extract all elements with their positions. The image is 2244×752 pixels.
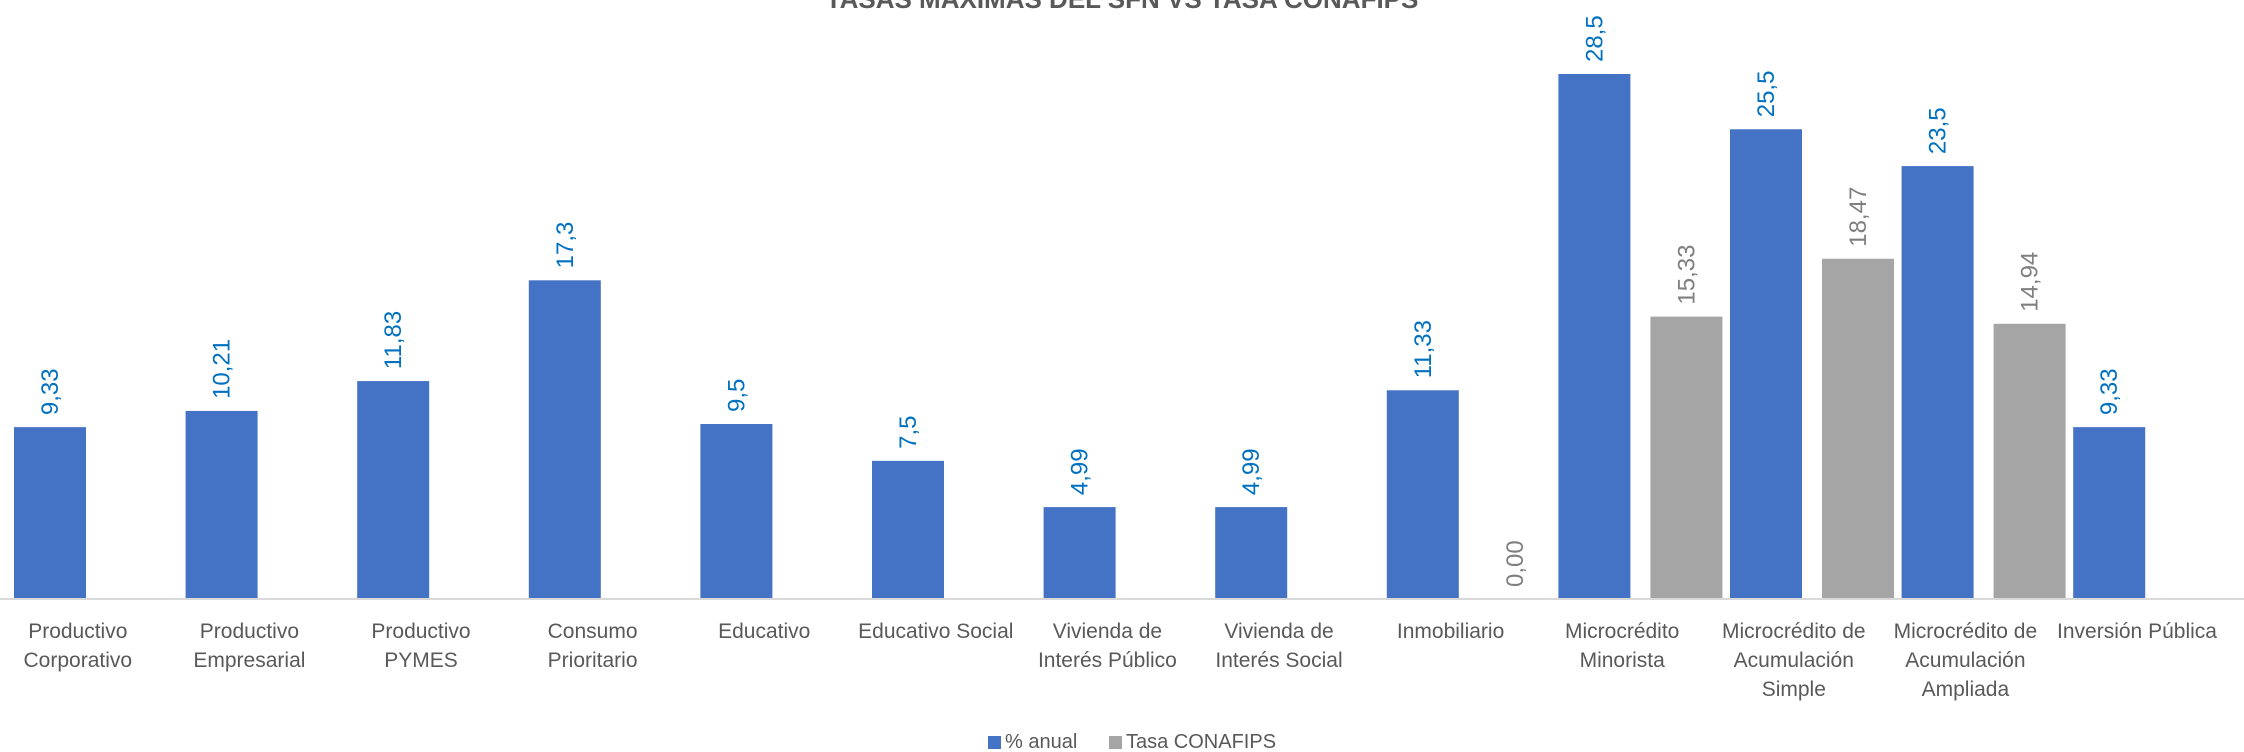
bar-anual-7 (1215, 507, 1288, 599)
bar-anual-4 (700, 424, 773, 599)
data-label-conafips-9: 15,33 (1673, 245, 1700, 305)
data-label-conafips-11: 14,94 (2017, 252, 2044, 312)
category-label-2: Productivo PYMES (371, 620, 470, 672)
bar-anual-8 (1386, 390, 1459, 599)
value-labels-group: 9,33 10,21 11,83 17,3 9,5 7,5 4,99 4,99 11,33 28,… (37, 15, 2123, 587)
category-label-3: Consumo Prioritario (548, 620, 638, 672)
bar-anual-9 (1558, 74, 1631, 599)
category-label-6: Vivienda de Interés Público (1038, 620, 1177, 672)
bar-conafips-9 (1650, 316, 1723, 599)
category-label-12: Inversión Pública (2057, 620, 2217, 643)
bar-anual-12 (2073, 427, 2146, 599)
bar-anual-10 (1730, 129, 1802, 599)
category-label-5: Educativo Social (858, 620, 1013, 643)
data-label-anual-11: 23,5 (1925, 107, 1952, 154)
data-label-anual-0: 9,33 (37, 368, 64, 415)
legend-swatch-conafips (1109, 736, 1122, 749)
bar-anual-2 (357, 381, 430, 599)
bar-conafips-11 (1993, 323, 2066, 599)
category-label-4: Educativo (718, 620, 810, 643)
legend-swatch-anual (988, 736, 1001, 749)
legend: % anual Tasa CONAFIPS (988, 731, 1276, 752)
data-label-conafips-8: 0,00 (1502, 540, 1529, 587)
bar-anual-11 (1901, 166, 1974, 599)
category-label-7: Vivienda de Interés Social (1215, 620, 1342, 672)
legend-label-anual: % anual (1005, 731, 1077, 752)
data-label-anual-7: 4,99 (1238, 448, 1265, 495)
data-label-conafips-10: 18,47 (1845, 187, 1872, 247)
data-label-anual-12: 9,33 (2096, 368, 2123, 415)
data-label-anual-1: 10,21 (209, 339, 236, 399)
category-label-11: Microcrédito de Acumulación Ampliada (1894, 620, 2038, 701)
data-label-anual-6: 4,99 (1067, 448, 1094, 495)
bar-anual-1 (185, 410, 258, 599)
data-label-anual-8: 11,33 (1410, 320, 1437, 378)
category-label-8: Inmobiliario (1397, 620, 1504, 643)
category-label-10: Microcrédito de Acumulación Simple (1722, 620, 1866, 701)
legend-label-conafips: Tasa CONAFIPS (1126, 731, 1276, 752)
data-label-anual-5: 7,5 (895, 415, 922, 448)
category-label-1: Productivo Empresarial (193, 620, 305, 672)
data-label-anual-9: 28,5 (1581, 15, 1608, 62)
data-label-anual-2: 11,83 (380, 311, 407, 369)
bar-anual-0 (14, 427, 86, 599)
data-label-anual-4: 9,5 (723, 379, 750, 412)
bar-conafips-10 (1822, 258, 1894, 599)
category-labels-group: Productivo Corporativo Productivo Empresari… (24, 620, 2218, 701)
data-label-anual-10: 25,5 (1753, 71, 1780, 118)
bars-group (14, 74, 2146, 599)
bar-anual-3 (528, 280, 601, 599)
chart-title: TASAS MAXIMAS DEL SFN VS TASA CONAFIPS (826, 0, 1419, 14)
data-label-anual-3: 17,3 (552, 222, 579, 269)
bar-anual-6 (1043, 507, 1116, 599)
bar-anual-5 (872, 460, 944, 599)
category-label-9: Microcrédito Minorista (1565, 620, 1679, 672)
category-label-0: Productivo Corporativo (24, 620, 133, 672)
